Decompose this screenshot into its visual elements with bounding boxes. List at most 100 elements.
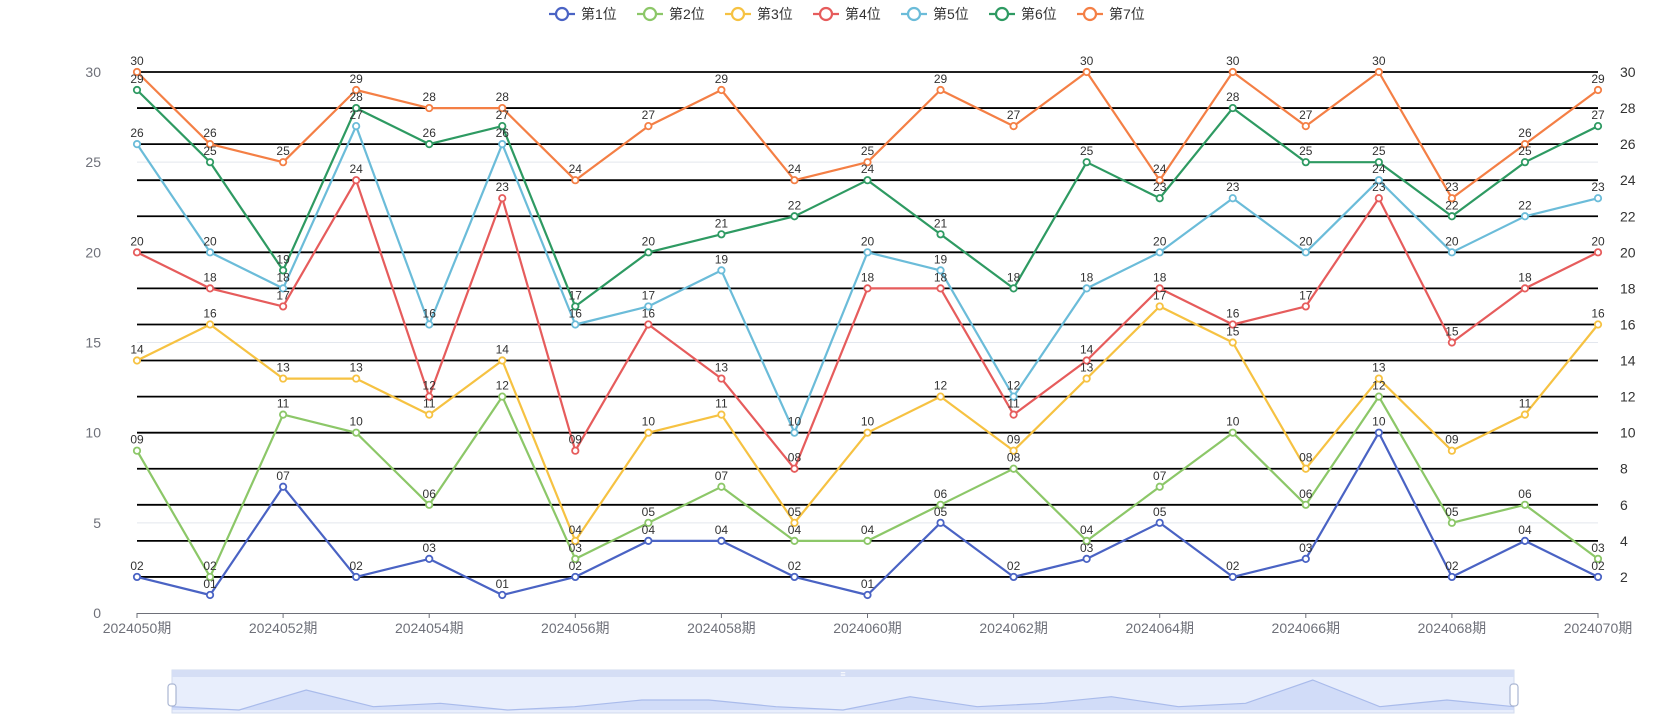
data-point[interactable]: [644, 248, 653, 257]
data-point[interactable]: [278, 158, 288, 167]
data-point[interactable]: [1593, 194, 1603, 203]
data-point[interactable]: [205, 248, 215, 257]
data-point[interactable]: [1301, 554, 1310, 564]
data-point[interactable]: [278, 302, 288, 311]
data-point[interactable]: [1082, 374, 1091, 383]
data-point[interactable]: [717, 266, 726, 275]
data-point[interactable]: [863, 176, 872, 185]
data-point[interactable]: [278, 284, 288, 293]
data-point[interactable]: [644, 518, 653, 527]
data-point[interactable]: [1082, 67, 1091, 77]
data-point[interactable]: [1593, 248, 1603, 257]
data-point[interactable]: [1009, 410, 1018, 419]
data-point[interactable]: [352, 572, 361, 582]
data-point[interactable]: [205, 572, 215, 582]
data-point[interactable]: [1374, 67, 1383, 77]
data-point[interactable]: [717, 85, 726, 95]
data-point[interactable]: [863, 428, 872, 437]
data-point[interactable]: [1447, 338, 1457, 347]
data-point[interactable]: [1374, 176, 1383, 185]
data-point[interactable]: [1301, 122, 1310, 131]
data-point[interactable]: [425, 410, 434, 419]
data-point[interactable]: [1520, 140, 1530, 149]
data-point[interactable]: [352, 103, 361, 113]
data-point[interactable]: [717, 410, 726, 419]
data-zoom-slider[interactable]: ≡: [167, 669, 1519, 714]
legend-item-3[interactable]: 第3位: [725, 6, 793, 22]
data-point[interactable]: [1228, 320, 1237, 329]
data-point[interactable]: [1009, 122, 1018, 131]
data-point[interactable]: [352, 85, 361, 95]
data-point[interactable]: [425, 392, 434, 401]
data-point[interactable]: [1301, 500, 1310, 509]
data-point[interactable]: [790, 536, 799, 545]
data-point[interactable]: [571, 446, 580, 455]
data-point[interactable]: [936, 230, 945, 239]
data-point[interactable]: [1155, 194, 1164, 203]
data-point[interactable]: [352, 428, 361, 437]
data-point[interactable]: [1009, 572, 1018, 582]
data-point[interactable]: [498, 392, 507, 401]
data-point[interactable]: [1520, 158, 1530, 167]
data-point[interactable]: [571, 320, 580, 329]
data-point[interactable]: [1593, 122, 1603, 131]
legend-item-4[interactable]: 第4位: [813, 6, 881, 22]
zoom-top-bar[interactable]: [172, 670, 1514, 677]
data-point[interactable]: [790, 464, 799, 473]
data-point[interactable]: [1082, 158, 1091, 167]
data-point[interactable]: [1374, 428, 1383, 437]
data-point[interactable]: [132, 572, 142, 582]
data-point[interactable]: [790, 572, 799, 582]
data-point[interactable]: [936, 85, 945, 95]
data-point[interactable]: [571, 554, 580, 564]
data-point[interactable]: [132, 248, 142, 257]
data-point[interactable]: [132, 356, 142, 365]
data-point[interactable]: [1082, 356, 1091, 365]
data-point[interactable]: [278, 410, 288, 419]
data-point[interactable]: [1301, 302, 1310, 311]
data-point[interactable]: [1228, 103, 1237, 113]
data-point[interactable]: [205, 158, 215, 167]
data-point[interactable]: [132, 446, 142, 455]
data-point[interactable]: [352, 122, 361, 131]
data-point[interactable]: [1447, 572, 1457, 582]
data-point[interactable]: [1155, 482, 1164, 491]
data-point[interactable]: [1155, 302, 1164, 311]
data-point[interactable]: [863, 158, 872, 167]
data-point[interactable]: [425, 554, 434, 564]
data-point[interactable]: [863, 248, 872, 257]
data-point[interactable]: [1082, 536, 1091, 545]
data-point[interactable]: [863, 536, 872, 545]
legend-item-5[interactable]: 第5位: [901, 6, 969, 22]
zoom-handle-left[interactable]: [167, 683, 177, 707]
data-point[interactable]: [1447, 446, 1457, 455]
data-point[interactable]: [1301, 248, 1310, 257]
data-point[interactable]: [205, 590, 215, 600]
data-point[interactable]: [1520, 536, 1530, 545]
data-point[interactable]: [1228, 572, 1237, 582]
data-point[interactable]: [205, 320, 215, 329]
data-point[interactable]: [1082, 284, 1091, 293]
data-point[interactable]: [1009, 284, 1018, 293]
data-point[interactable]: [498, 103, 507, 113]
data-point[interactable]: [1520, 500, 1530, 509]
data-point[interactable]: [571, 176, 580, 185]
data-point[interactable]: [1447, 212, 1457, 221]
data-point[interactable]: [278, 374, 288, 383]
data-point[interactable]: [425, 500, 434, 509]
data-point[interactable]: [1593, 85, 1603, 95]
data-point[interactable]: [1009, 392, 1018, 401]
data-point[interactable]: [352, 374, 361, 383]
data-point[interactable]: [936, 266, 945, 275]
data-point[interactable]: [1009, 446, 1018, 455]
data-point[interactable]: [571, 302, 580, 311]
data-point[interactable]: [498, 140, 507, 149]
zoom-grip-icon[interactable]: ≡: [840, 669, 845, 679]
data-point[interactable]: [1520, 284, 1530, 293]
data-point[interactable]: [644, 302, 653, 311]
data-point[interactable]: [498, 356, 507, 365]
data-point[interactable]: [717, 482, 726, 491]
data-point[interactable]: [1082, 554, 1091, 564]
data-point[interactable]: [1374, 194, 1383, 203]
data-point[interactable]: [790, 212, 799, 221]
